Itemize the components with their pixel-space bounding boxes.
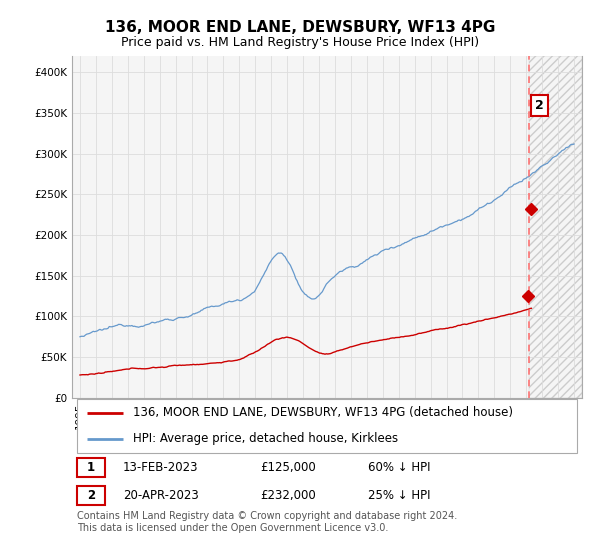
Text: 2: 2 [87,489,95,502]
Bar [77,458,105,478]
Bar [77,486,105,506]
Text: 2: 2 [535,99,544,112]
Text: Contains HM Land Registry data © Crown copyright and database right 2024.
This d: Contains HM Land Registry data © Crown c… [77,511,457,533]
Text: 1: 1 [87,461,95,474]
Text: 136, MOOR END LANE, DEWSBURY, WF13 4PG (detached house): 136, MOOR END LANE, DEWSBURY, WF13 4PG (… [133,407,513,419]
Text: 20-APR-2023: 20-APR-2023 [123,489,199,502]
Text: 25% ↓ HPI: 25% ↓ HPI [368,489,430,502]
Text: 136, MOOR END LANE, DEWSBURY, WF13 4PG: 136, MOOR END LANE, DEWSBURY, WF13 4PG [105,20,495,35]
Text: HPI: Average price, detached house, Kirklees: HPI: Average price, detached house, Kirk… [133,432,398,445]
Text: 13-FEB-2023: 13-FEB-2023 [123,461,199,474]
Text: Price paid vs. HM Land Registry's House Price Index (HPI): Price paid vs. HM Land Registry's House … [121,36,479,49]
Text: 60% ↓ HPI: 60% ↓ HPI [368,461,430,474]
Text: £125,000: £125,000 [260,461,316,474]
Text: £232,000: £232,000 [260,489,316,502]
